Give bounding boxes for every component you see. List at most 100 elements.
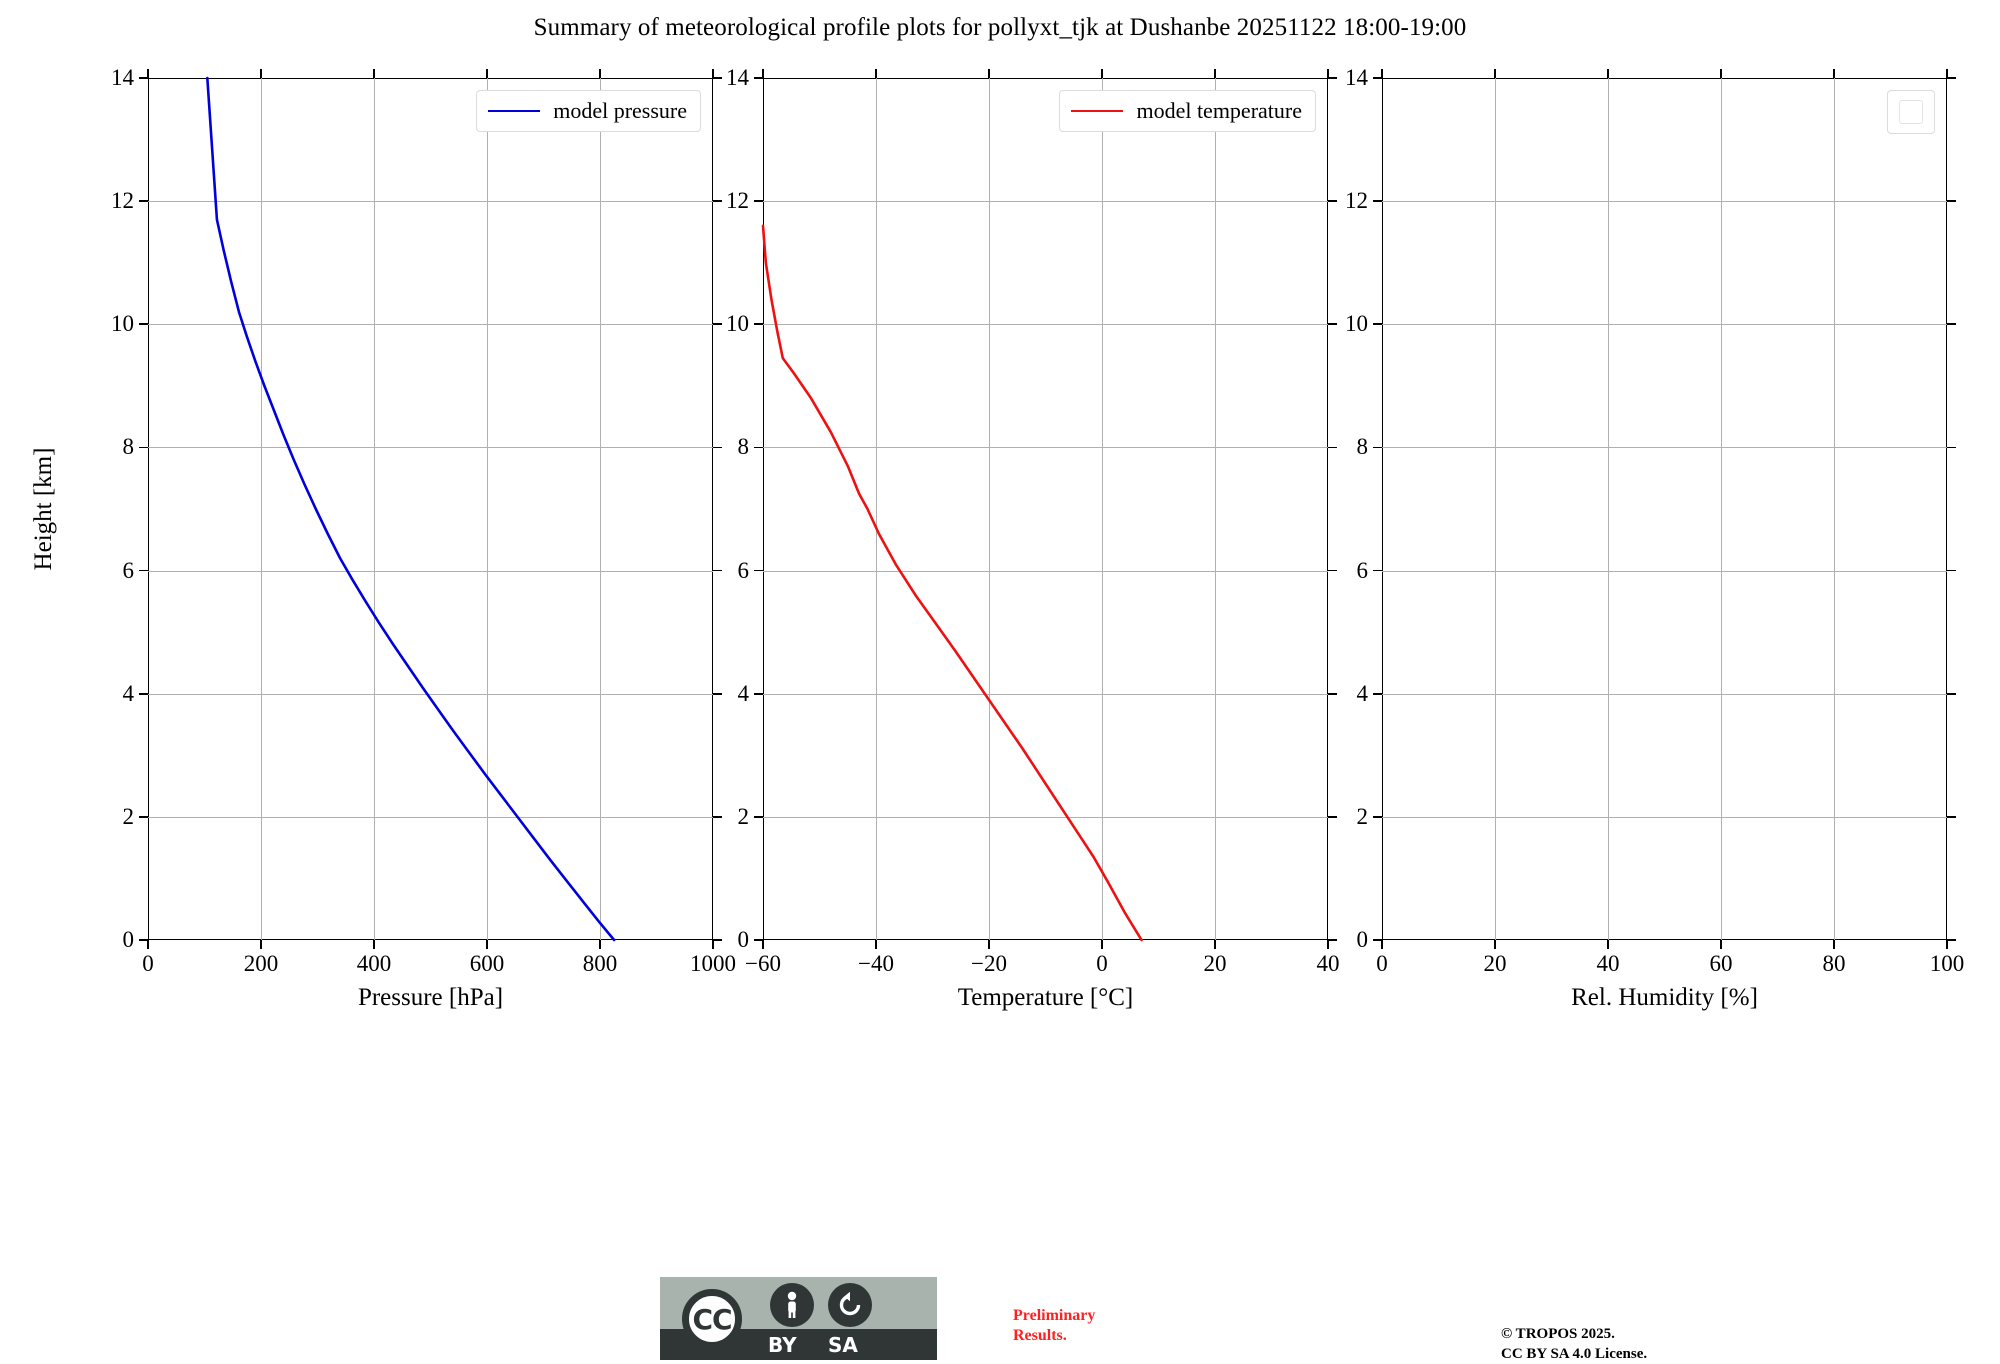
x-tick-label: 40	[1317, 951, 1340, 977]
temperature-legend[interactable]: model temperature	[1059, 90, 1316, 132]
y-tick-label: 2	[123, 804, 135, 830]
x-tick-label: 80	[1823, 951, 1846, 977]
temperature-x-axis-label: Temperature [°C]	[763, 984, 1328, 1012]
x-tick-mark	[147, 69, 149, 78]
y-tick-mark	[1947, 200, 1956, 202]
x-tick-label: 60	[1710, 951, 1733, 977]
x-tick-label: 20	[1484, 951, 1507, 977]
y-tick-mark	[754, 323, 763, 325]
y-tick-mark	[1373, 323, 1382, 325]
y-tick-mark	[754, 200, 763, 202]
x-tick-mark	[875, 69, 877, 78]
copyright-line-2: CC BY SA 4.0 License.	[1501, 1345, 1647, 1364]
y-tick-mark	[1947, 570, 1956, 572]
series-line	[207, 78, 614, 940]
x-tick-mark	[486, 69, 488, 78]
pressure-legend-swatch	[488, 110, 540, 113]
y-tick-mark	[1947, 693, 1956, 695]
temperature-legend-label: model temperature	[1136, 98, 1302, 124]
pressure-legend[interactable]: model pressure	[476, 90, 701, 132]
cc-by-label: BY	[768, 1333, 797, 1357]
person-icon-glyph	[779, 1290, 805, 1320]
y-tick-mark	[1373, 693, 1382, 695]
humidity-x-axis-label: Rel. Humidity [%]	[1382, 984, 1947, 1012]
x-tick-mark	[762, 69, 764, 78]
y-tick-label: 6	[123, 558, 135, 584]
x-tick-label: 800	[583, 951, 618, 977]
cc-license-badge: CC BY SA	[660, 1277, 937, 1360]
x-tick-mark	[1946, 940, 1948, 949]
y-tick-mark	[713, 939, 722, 941]
x-tick-mark	[712, 940, 714, 949]
x-tick-mark	[1381, 940, 1383, 949]
y-tick-label: 12	[111, 188, 134, 214]
y-tick-mark	[713, 693, 722, 695]
y-tick-label: 0	[123, 927, 135, 953]
x-tick-label: 100	[1930, 951, 1965, 977]
x-tick-mark	[1101, 940, 1103, 949]
y-tick-label: 2	[738, 804, 750, 830]
preliminary-line-1: Preliminary	[1013, 1306, 1095, 1326]
x-tick-label: −60	[745, 951, 781, 977]
cc-sa-label: SA	[828, 1333, 858, 1357]
x-tick-mark	[147, 940, 149, 949]
pressure-curve-svg	[148, 78, 713, 940]
y-tick-mark	[713, 447, 722, 449]
y-tick-mark	[1328, 816, 1337, 818]
temperature-curve-svg	[763, 78, 1328, 940]
x-tick-mark	[260, 69, 262, 78]
y-tick-label: 0	[738, 927, 750, 953]
y-tick-label: 14	[111, 65, 134, 91]
y-tick-mark	[1328, 200, 1337, 202]
share-alike-icon	[828, 1283, 872, 1327]
y-tick-mark	[1328, 447, 1337, 449]
y-tick-label: 14	[726, 65, 749, 91]
x-tick-mark	[1214, 69, 1216, 78]
x-tick-mark	[1720, 940, 1722, 949]
share-alike-icon-glyph	[835, 1290, 865, 1320]
x-tick-mark	[599, 69, 601, 78]
y-tick-mark	[713, 570, 722, 572]
cc-icon: CC	[682, 1289, 742, 1349]
y-tick-mark	[1328, 693, 1337, 695]
y-tick-mark	[1947, 77, 1956, 79]
y-tick-mark	[754, 447, 763, 449]
humidity-legend[interactable]	[1887, 90, 1935, 134]
x-tick-mark	[1946, 69, 1948, 78]
x-tick-label: 20	[1204, 951, 1227, 977]
person-icon	[770, 1283, 814, 1327]
x-tick-label: 0	[1376, 951, 1388, 977]
y-tick-label: 10	[726, 311, 749, 337]
preliminary-line-2: Results.	[1013, 1326, 1095, 1346]
x-tick-mark	[1101, 69, 1103, 78]
series-line	[763, 226, 1142, 940]
y-tick-mark	[1373, 816, 1382, 818]
x-tick-mark	[1214, 940, 1216, 949]
x-tick-mark	[762, 940, 764, 949]
y-tick-mark	[754, 693, 763, 695]
x-tick-label: 600	[470, 951, 505, 977]
y-tick-mark	[139, 816, 148, 818]
x-tick-mark	[1494, 940, 1496, 949]
x-tick-label: −20	[971, 951, 1007, 977]
y-tick-label: 4	[738, 681, 750, 707]
x-tick-mark	[1607, 69, 1609, 78]
y-tick-mark	[1328, 939, 1337, 941]
y-tick-label: 6	[1357, 558, 1369, 584]
y-tick-mark	[139, 447, 148, 449]
x-tick-mark	[1327, 69, 1329, 78]
y-tick-mark	[1328, 570, 1337, 572]
x-tick-mark	[712, 69, 714, 78]
y-tick-mark	[1947, 939, 1956, 941]
x-tick-mark	[1833, 69, 1835, 78]
x-tick-label: 40	[1597, 951, 1620, 977]
x-tick-label: 1000	[690, 951, 736, 977]
x-tick-mark	[373, 69, 375, 78]
empty-legend-placeholder	[1899, 100, 1923, 124]
x-tick-label: −40	[858, 951, 894, 977]
x-tick-mark	[1327, 940, 1329, 949]
